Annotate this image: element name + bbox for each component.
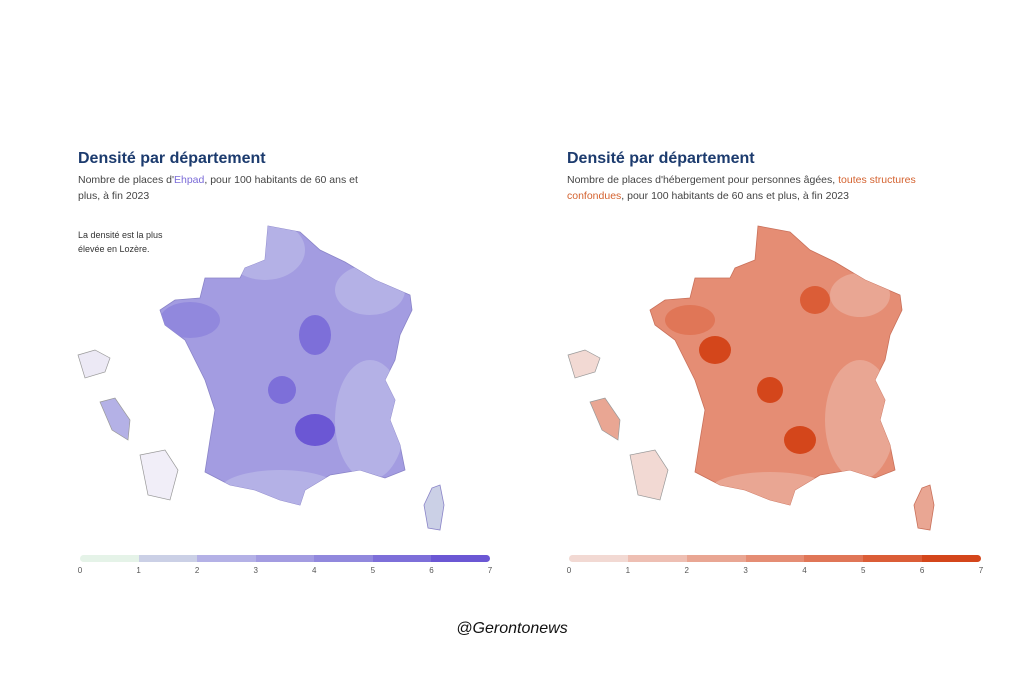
legend-tick: 4 bbox=[802, 566, 807, 575]
left-header: Densité par département Nombre de places… bbox=[78, 150, 378, 204]
legend-tick: 7 bbox=[978, 566, 984, 575]
legend-tick: 6 bbox=[429, 566, 434, 575]
legend-swatch bbox=[745, 555, 805, 562]
legend-swatch bbox=[197, 555, 256, 562]
subtitle-highlight: Ehpad bbox=[173, 174, 205, 186]
legend-swatch bbox=[431, 555, 490, 562]
legend-swatch bbox=[255, 555, 315, 562]
legend-tick: 5 bbox=[861, 566, 866, 575]
chart-title: Densité par département bbox=[78, 150, 266, 167]
legend-swatch bbox=[138, 555, 198, 562]
guyane-shape bbox=[629, 449, 669, 501]
legend-tick: 4 bbox=[312, 566, 317, 575]
legend-swatch bbox=[804, 555, 864, 562]
legend-swatch bbox=[80, 555, 139, 562]
chart-subtitle: Nombre de places d'Ehpad, pour 100 habit… bbox=[78, 174, 358, 202]
martinique-shape bbox=[589, 397, 621, 441]
legend-tick: 2 bbox=[684, 566, 689, 575]
legend-tick: 3 bbox=[743, 566, 748, 575]
chart-subtitle: Nombre de places d'hébergement pour pers… bbox=[567, 174, 916, 202]
guadeloupe-shape bbox=[567, 349, 601, 379]
legend-swatch bbox=[922, 555, 981, 562]
legend-tick: 5 bbox=[370, 566, 376, 575]
legend-swatch bbox=[686, 555, 746, 562]
legend-tick: 2 bbox=[194, 566, 200, 575]
legend-tick: 1 bbox=[625, 566, 631, 575]
legend-tick: 3 bbox=[253, 566, 258, 575]
legend-scale-hebergement bbox=[569, 555, 981, 562]
map-hebergement bbox=[567, 225, 935, 531]
guyane-shape bbox=[139, 449, 179, 501]
legend-tick: 0 bbox=[566, 566, 572, 575]
legend-swatch bbox=[569, 555, 628, 562]
martinique-shape bbox=[99, 397, 131, 441]
chart-title: Densité par département bbox=[567, 150, 755, 167]
guadeloupe-shape bbox=[77, 349, 111, 379]
legend-swatch bbox=[372, 555, 432, 562]
credit: @Gerontonews bbox=[456, 620, 568, 637]
legend-tick: 0 bbox=[77, 566, 83, 575]
right-header: Densité par département Nombre de places… bbox=[567, 150, 967, 204]
legend-swatch bbox=[314, 555, 373, 562]
legend-scale-ehpad bbox=[80, 555, 490, 562]
legend-swatch bbox=[863, 555, 923, 562]
legend-swatch bbox=[627, 555, 687, 562]
legend-tick: 7 bbox=[487, 566, 493, 575]
legend-tick: 1 bbox=[136, 566, 141, 575]
map-annotation: La densité est la plus élevée en Lozère. bbox=[78, 230, 163, 254]
subtitle-highlight: toutes structures confondues bbox=[567, 174, 916, 202]
map-ehpad bbox=[77, 225, 445, 531]
legend-tick: 6 bbox=[919, 566, 925, 575]
